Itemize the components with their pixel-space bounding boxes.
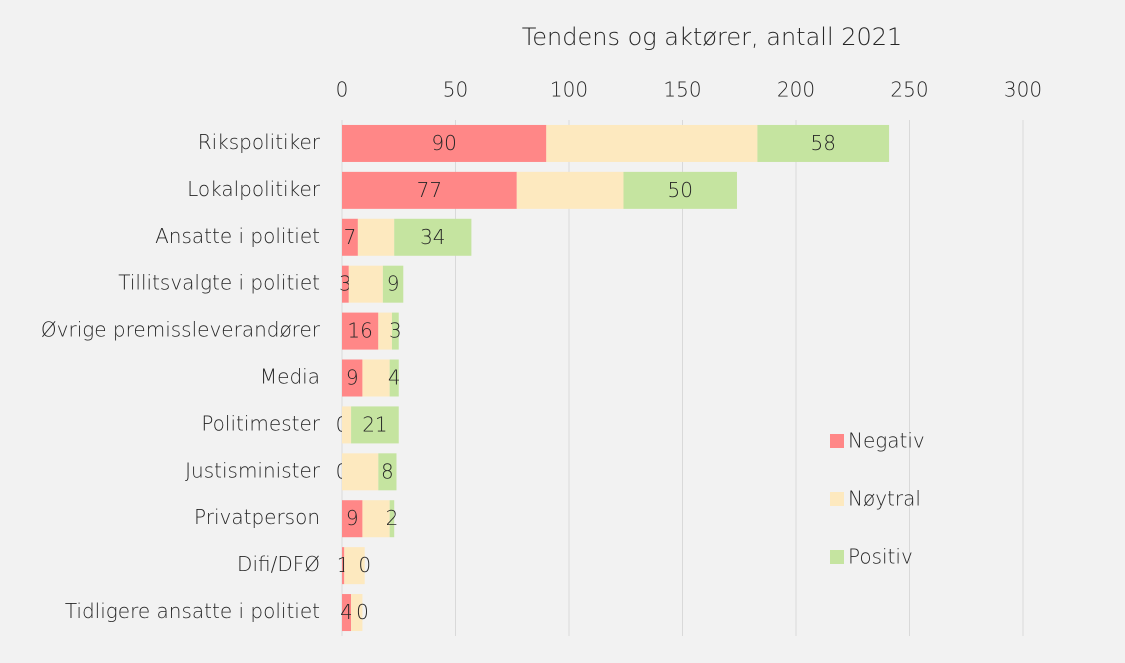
bar-segment xyxy=(362,359,390,397)
data-label: 34 xyxy=(420,225,445,249)
data-label: 2 xyxy=(386,506,399,530)
data-label: 90 xyxy=(431,131,456,155)
data-label: 58 xyxy=(811,131,836,155)
bar-segment xyxy=(342,312,379,350)
y-tick-label: Politimester xyxy=(201,411,320,435)
bar-segment xyxy=(382,265,404,303)
x-tick-label: 300 xyxy=(1004,78,1042,102)
y-tick-label: Justisminister xyxy=(185,458,321,482)
data-label: 8 xyxy=(381,459,394,483)
data-label: 9 xyxy=(387,272,400,296)
legend-label: Nøytral xyxy=(848,487,921,511)
legend-swatch xyxy=(830,492,844,506)
bar-segment xyxy=(362,500,390,538)
bar-segment xyxy=(357,218,395,256)
y-tick-label: Privatperson xyxy=(194,505,320,529)
y-tick-label: Tillitsvalgte i politiet xyxy=(118,271,320,295)
y-tick-label: Rikspolitiker xyxy=(198,130,321,154)
bar-segment xyxy=(351,406,399,444)
bar-segment xyxy=(394,218,472,256)
bar-segment xyxy=(342,500,363,538)
data-label: 7 xyxy=(344,225,357,249)
data-label: 77 xyxy=(417,178,442,202)
data-label: 4 xyxy=(340,600,353,624)
y-tick-label: Øvrige premissleverandører xyxy=(41,318,321,342)
data-label: 9 xyxy=(346,506,359,530)
bar-segment xyxy=(344,547,365,585)
bar-segment xyxy=(389,359,399,397)
chart-title: Tendens og aktører, antall 2021 xyxy=(522,23,903,51)
bar-segment xyxy=(391,312,399,350)
data-label: 4 xyxy=(388,366,401,390)
x-tick-label: 0 xyxy=(336,78,349,102)
y-tick-label: Lokalpolitiker xyxy=(187,177,321,201)
legend-label: Negativ xyxy=(848,429,925,453)
data-label: 9 xyxy=(346,366,359,390)
data-label: 21 xyxy=(362,412,387,436)
bar-segment xyxy=(342,594,352,632)
x-tick-label: 150 xyxy=(663,78,701,102)
x-tick-label: 250 xyxy=(890,78,928,102)
bar-segment xyxy=(351,594,363,632)
bar-segment xyxy=(516,171,624,209)
x-tick-label: 200 xyxy=(777,78,815,102)
data-label: 16 xyxy=(347,319,372,343)
data-label: 0 xyxy=(358,553,371,577)
y-tick-label: Media xyxy=(260,365,320,389)
bar-segment xyxy=(348,265,383,303)
bar-segment xyxy=(546,124,758,162)
bar-segment xyxy=(342,124,547,162)
bar-segment xyxy=(757,124,890,162)
bar-segment xyxy=(342,171,517,209)
bar-segment xyxy=(342,218,358,256)
y-tick-label: Tidligere ansatte i politiet xyxy=(65,599,320,623)
y-tick-label: Difi/DFØ xyxy=(237,552,320,576)
data-label: 50 xyxy=(668,178,693,202)
x-tick-label: 50 xyxy=(443,78,468,102)
data-label: 0 xyxy=(356,600,369,624)
bar-segment xyxy=(342,265,349,303)
bar-segment xyxy=(342,547,345,585)
bar-segment xyxy=(342,453,379,491)
bar-segment xyxy=(623,171,737,209)
data-label: 3 xyxy=(339,272,352,296)
bar-segment xyxy=(378,312,392,350)
legend-swatch xyxy=(830,434,844,448)
bar-segment xyxy=(378,453,397,491)
bar-segment xyxy=(342,359,363,397)
legend-label: Positiv xyxy=(848,545,913,569)
data-label: 3 xyxy=(389,319,402,343)
y-tick-label: Ansatte i politiet xyxy=(155,224,320,248)
bar-segment xyxy=(342,406,352,444)
x-tick-label: 100 xyxy=(550,78,588,102)
legend-swatch xyxy=(830,550,844,564)
bar-segment xyxy=(389,500,395,538)
